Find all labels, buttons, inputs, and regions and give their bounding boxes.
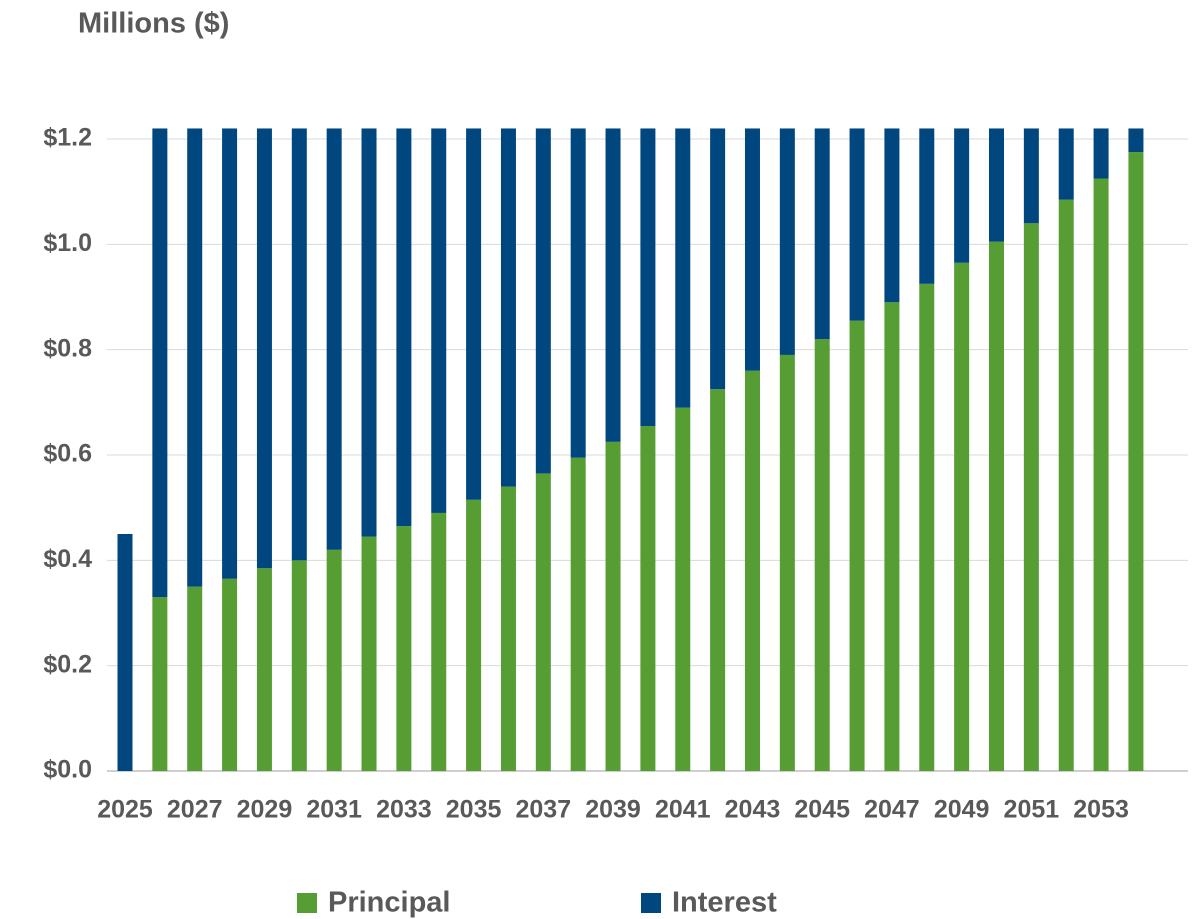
bar-segment — [989, 128, 1004, 242]
bar-segment — [187, 128, 203, 587]
bar-segment — [814, 128, 830, 340]
y-tick-label: $0.4 — [43, 545, 92, 573]
bar-segment — [744, 128, 760, 371]
bar-segment — [779, 128, 795, 355]
bar-segment — [152, 128, 168, 598]
x-tick-label: 2025 — [97, 796, 153, 824]
y-axis-label: Millions ($) — [78, 8, 229, 40]
legend-label: Principal — [328, 887, 451, 919]
bar-segment — [989, 241, 1004, 771]
bar-segment — [187, 586, 203, 771]
bar-segment — [361, 128, 377, 537]
y-tick-label: $0.2 — [43, 650, 92, 678]
bar-segment — [710, 389, 726, 771]
x-tick-label: 2043 — [725, 796, 781, 824]
bar-segment — [256, 568, 272, 771]
x-tick-label: 2047 — [864, 796, 920, 824]
bar-segment — [919, 283, 935, 771]
bar-segment — [500, 128, 516, 487]
bar-segment — [849, 128, 865, 321]
bar-segment — [500, 486, 516, 771]
bar-segment — [744, 370, 760, 771]
bar-segment — [1128, 152, 1144, 771]
bar-segment — [396, 526, 412, 771]
bar-segment — [605, 128, 621, 442]
x-tick-label: 2037 — [516, 796, 572, 824]
bar-segment — [1058, 199, 1074, 772]
x-tick-label: 2051 — [1004, 796, 1060, 824]
bar-segment — [710, 128, 726, 390]
bar-segment — [361, 536, 377, 771]
x-tick-label: 2053 — [1073, 796, 1129, 824]
y-tick-label: $1.2 — [43, 124, 92, 152]
bar-segment — [675, 128, 691, 408]
bar-segment — [291, 560, 307, 771]
bar-segment — [640, 128, 656, 427]
bar-segment — [1093, 178, 1109, 771]
bar-segment — [954, 262, 970, 771]
bar-segment — [1023, 128, 1039, 224]
bar-segment — [1058, 128, 1074, 200]
y-tick-label: $0.6 — [43, 440, 92, 468]
bar-segment — [1128, 128, 1144, 153]
bar-segment — [849, 320, 865, 771]
bar-segment — [222, 128, 238, 579]
bar-segment — [1023, 223, 1039, 771]
bar-segment — [291, 128, 307, 561]
x-tick-label: 2031 — [306, 796, 362, 824]
bar-segment — [675, 407, 691, 771]
bar-segment — [814, 339, 830, 771]
bar-segment — [605, 441, 621, 771]
bar-segment — [884, 128, 900, 303]
x-tick-label: 2029 — [237, 796, 293, 824]
y-tick-label: $0.0 — [43, 756, 92, 784]
legend-label: Interest — [672, 887, 777, 919]
bar-segment — [954, 128, 970, 263]
bar-segment — [884, 302, 900, 771]
bar-segment — [431, 512, 447, 771]
bar-segment — [1093, 128, 1109, 179]
bar-segment — [326, 549, 342, 771]
bar-segment — [535, 473, 551, 771]
bar-segment — [919, 128, 935, 284]
bar-segment — [152, 597, 168, 771]
bar-segment — [535, 128, 551, 474]
legend-swatch — [297, 893, 317, 913]
bar-segment — [466, 499, 482, 771]
bar-segment — [640, 426, 656, 771]
bar-segment — [396, 128, 412, 527]
y-tick-label: $0.8 — [43, 334, 92, 362]
x-tick-label: 2027 — [167, 796, 223, 824]
x-tick-label: 2033 — [376, 796, 432, 824]
bar-segment — [431, 128, 447, 513]
bar-segment — [466, 128, 482, 500]
legend-swatch — [641, 893, 661, 913]
x-tick-label: 2041 — [655, 796, 711, 824]
bar-segment — [779, 354, 795, 771]
x-tick-label: 2049 — [934, 796, 990, 824]
bar-segment — [326, 128, 342, 550]
x-tick-label: 2039 — [585, 796, 641, 824]
bar-segment — [256, 128, 272, 569]
x-tick-label: 2045 — [794, 796, 850, 824]
y-tick-label: $1.0 — [43, 229, 92, 257]
bar-segment — [570, 128, 586, 458]
bar-segment — [570, 457, 586, 771]
bar-segment — [222, 578, 238, 771]
x-tick-label: 2035 — [446, 796, 502, 824]
bar-segment — [117, 534, 133, 771]
